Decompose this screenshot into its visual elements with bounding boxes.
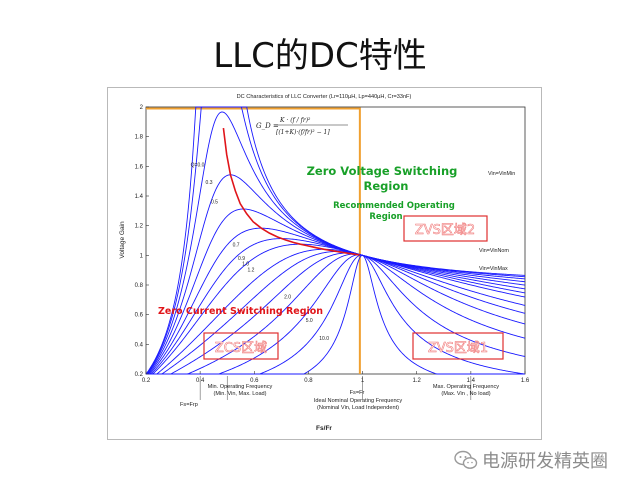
q-labels: Q=0.0 0.3 0.5 0.7 0.91.01.2 2.0 5.0 10.0 — [191, 162, 330, 342]
max-freq-label: Max. Operating Frequency — [433, 384, 499, 390]
axis-ticks: 0.20.40.60.811.21.41.60.20.40.60.811.21.… — [135, 105, 530, 400]
zcs-boundary-line — [146, 107, 361, 374]
y-tick-label: 0.4 — [135, 342, 144, 348]
min-freq-label: Min. Operating Frequency — [208, 384, 273, 390]
x-tick-label: 1.2 — [413, 378, 422, 384]
vin-max-label: Vin=VinMax — [479, 266, 508, 272]
q-label: 5.0 — [306, 318, 313, 324]
gain-curve — [146, 238, 526, 375]
x-tick-label: 1 — [361, 378, 365, 384]
x-tick-label: 1.6 — [521, 378, 530, 384]
recommended-region-label-2: Region — [369, 212, 402, 222]
peak-gain-locus — [222, 127, 360, 256]
gain-curve — [146, 252, 526, 375]
x-axis-label: Fs/Fr — [316, 425, 332, 432]
q-label: 0.9 — [238, 256, 245, 262]
zvs2-box: ZVS区域2 — [403, 215, 488, 242]
zvs1-box-label: ZVS区域1 — [428, 341, 488, 356]
y-tick-label: 1.4 — [135, 194, 144, 200]
gain-curve — [146, 254, 525, 375]
fs-fr-label: Fs=Fr — [350, 390, 365, 396]
zcs-region-label: Zero Current Switching Region — [158, 306, 323, 317]
watermark-text: 电源研发精英圈 — [482, 451, 608, 472]
recommended-region-label: Recommended Operating — [333, 201, 455, 211]
gain-curve — [146, 227, 526, 375]
gain-curve — [146, 248, 526, 375]
zvs-region-label: Zero Voltage Switching — [307, 164, 458, 178]
zcs-box-label: ZCS区域 — [215, 341, 267, 356]
wechat-icon — [454, 450, 478, 469]
q-label: 10.0 — [319, 336, 329, 342]
chart-title: DC Characteristics of LLC Converter (Lr=… — [237, 94, 412, 100]
y-tick-label: 0.2 — [135, 372, 144, 378]
q-label: 1.0 — [242, 262, 249, 268]
llc-gain-chart: DC Characteristics of LLC Converter (Lr=… — [119, 94, 530, 432]
y-tick-label: 1.6 — [135, 164, 144, 170]
y-tick-label: 1 — [140, 253, 144, 259]
x-tick-label: 1.4 — [467, 378, 476, 384]
q-label: 1.2 — [248, 268, 255, 274]
y-axis-label: Voltage Gain — [119, 221, 126, 259]
x-tick-label: 0.8 — [304, 378, 313, 384]
formula-denominator: [(1+K)·(f/fr)² − 1] — [276, 129, 330, 136]
chart-frame: DC Characteristics of LLC Converter (Lr=… — [107, 87, 542, 440]
q-label: 2.0 — [284, 294, 291, 300]
q-label: Q=0.0 — [191, 162, 205, 168]
x-tick-label: 0.6 — [250, 378, 259, 384]
zcs-box: ZCS区域 — [203, 332, 279, 360]
y-tick-label: 0.6 — [135, 313, 144, 319]
gain-curve — [146, 243, 526, 375]
gain-curves — [145, 106, 526, 375]
y-tick-label: 1.2 — [135, 224, 144, 230]
ideal-freq-label-2: (Nominal Vin, Load Independent) — [317, 405, 399, 411]
zvs2-box-label: ZVS区域2 — [415, 223, 475, 238]
fs-frp-label: Fs=Frp — [180, 402, 198, 408]
gain-formula: G_D = K · (f / fr)² [(1+K)·(f/fr)² − 1] — [256, 117, 348, 136]
y-tick-label: 2 — [140, 105, 144, 111]
x-tick-label: 0.4 — [196, 378, 205, 384]
min-freq-label-2: (Min. Vin, Max. Load) — [213, 391, 266, 397]
x-tick-label: 0.2 — [142, 378, 151, 384]
ideal-freq-label: Ideal Nominal Operating Frequency — [314, 398, 403, 404]
vin-min-label: Vin=VinMin — [488, 171, 515, 177]
q-label: 0.7 — [233, 242, 240, 248]
q-label: 0.5 — [211, 199, 218, 205]
vin-nom-label: Vin=VinNom — [479, 248, 509, 254]
y-tick-label: 1.8 — [135, 135, 144, 141]
max-freq-label-2: (Max. Vin , No load) — [441, 391, 490, 397]
slide-title: LLC的DC特性 — [213, 36, 427, 76]
formula-lhs: G_D = — [256, 122, 279, 130]
gain-curve — [146, 253, 526, 375]
y-tick-label: 0.8 — [135, 283, 144, 289]
frequency-annotations: Fs=Frp Min. Operating Frequency (Min. Vi… — [180, 384, 499, 411]
formula-numerator: K · (f / fr)² — [279, 117, 311, 124]
zvs1-box: ZVS区域1 — [412, 332, 504, 360]
q-label: 0.3 — [206, 180, 213, 186]
zvs-region-label-2: Region — [364, 179, 409, 193]
